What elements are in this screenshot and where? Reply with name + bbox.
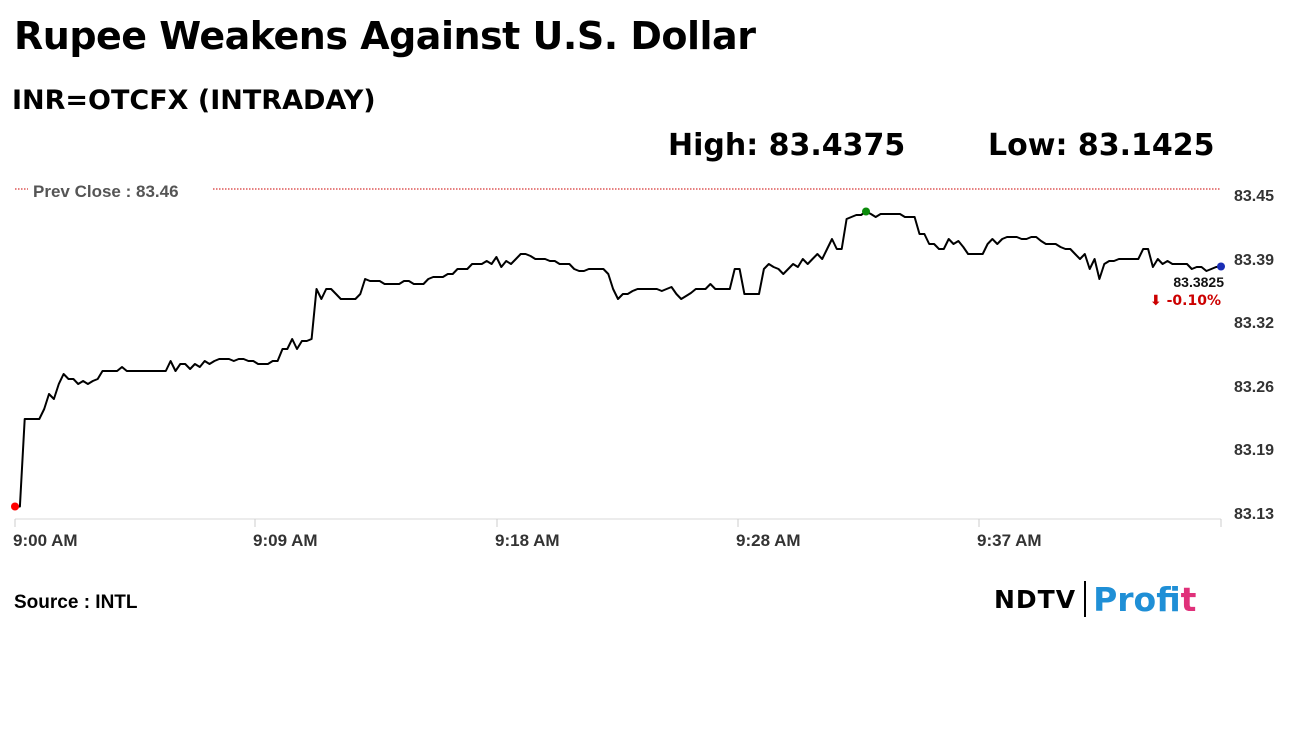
y-tick-label: 83.32 <box>1234 315 1274 332</box>
logo-profit-part-b: it <box>1180 579 1197 619</box>
x-tick-label: 9:09 AM <box>253 531 318 550</box>
y-tick-label: 83.19 <box>1234 442 1274 459</box>
y-tick-label: 83.39 <box>1234 252 1274 269</box>
prev-close-line: Prev Close : 83.46 <box>15 178 1221 201</box>
chart-labels: 83.3825 ⬇ -0.10% <box>1150 274 1224 309</box>
prev-close-label-bg <box>28 178 212 200</box>
last-value-label: 83.3825 <box>1173 274 1224 290</box>
chart-markers <box>11 207 1225 511</box>
logo-divider <box>1084 581 1087 617</box>
last-marker <box>1217 262 1225 271</box>
x-tick-label: 9:28 AM <box>736 531 801 550</box>
y-tick-label: 83.45 <box>1234 188 1274 205</box>
logo-profit-text: Profit <box>1093 580 1196 619</box>
x-tick-label: 9:37 AM <box>977 531 1042 550</box>
logo-ndtv-text: NDTV <box>994 584 1077 614</box>
logo-profit-part-a: Prof <box>1093 579 1181 619</box>
ndtv-profit-logo: NDTV Profit <box>994 578 1196 620</box>
high-marker <box>862 207 871 216</box>
x-tick-label: 9:18 AM <box>495 531 560 550</box>
low-value: Low: 83.1425 <box>988 128 1215 163</box>
prev-close-label: Prev Close : 83.46 <box>33 182 179 201</box>
price-series <box>15 210 1222 508</box>
change-label: ⬇ -0.10% <box>1150 293 1221 309</box>
price-line <box>15 210 1222 508</box>
chart-title: Rupee Weakens Against U.S. Dollar <box>14 14 756 58</box>
chart-axes: 9:00 AM 9:09 AM 9:18 AM 9:28 AM 9:37 AM 83.45… <box>13 188 1274 550</box>
low-marker <box>11 502 19 511</box>
source-note: Source : INTL <box>14 592 138 613</box>
y-tick-label: 83.26 <box>1234 379 1274 396</box>
y-tick-label: 83.13 <box>1234 506 1274 523</box>
x-tick-label: 9:00 AM <box>13 531 78 550</box>
chart-subtitle: INR=OTCFX (INTRADAY) <box>12 85 376 116</box>
high-value: High: 83.4375 <box>668 128 906 163</box>
